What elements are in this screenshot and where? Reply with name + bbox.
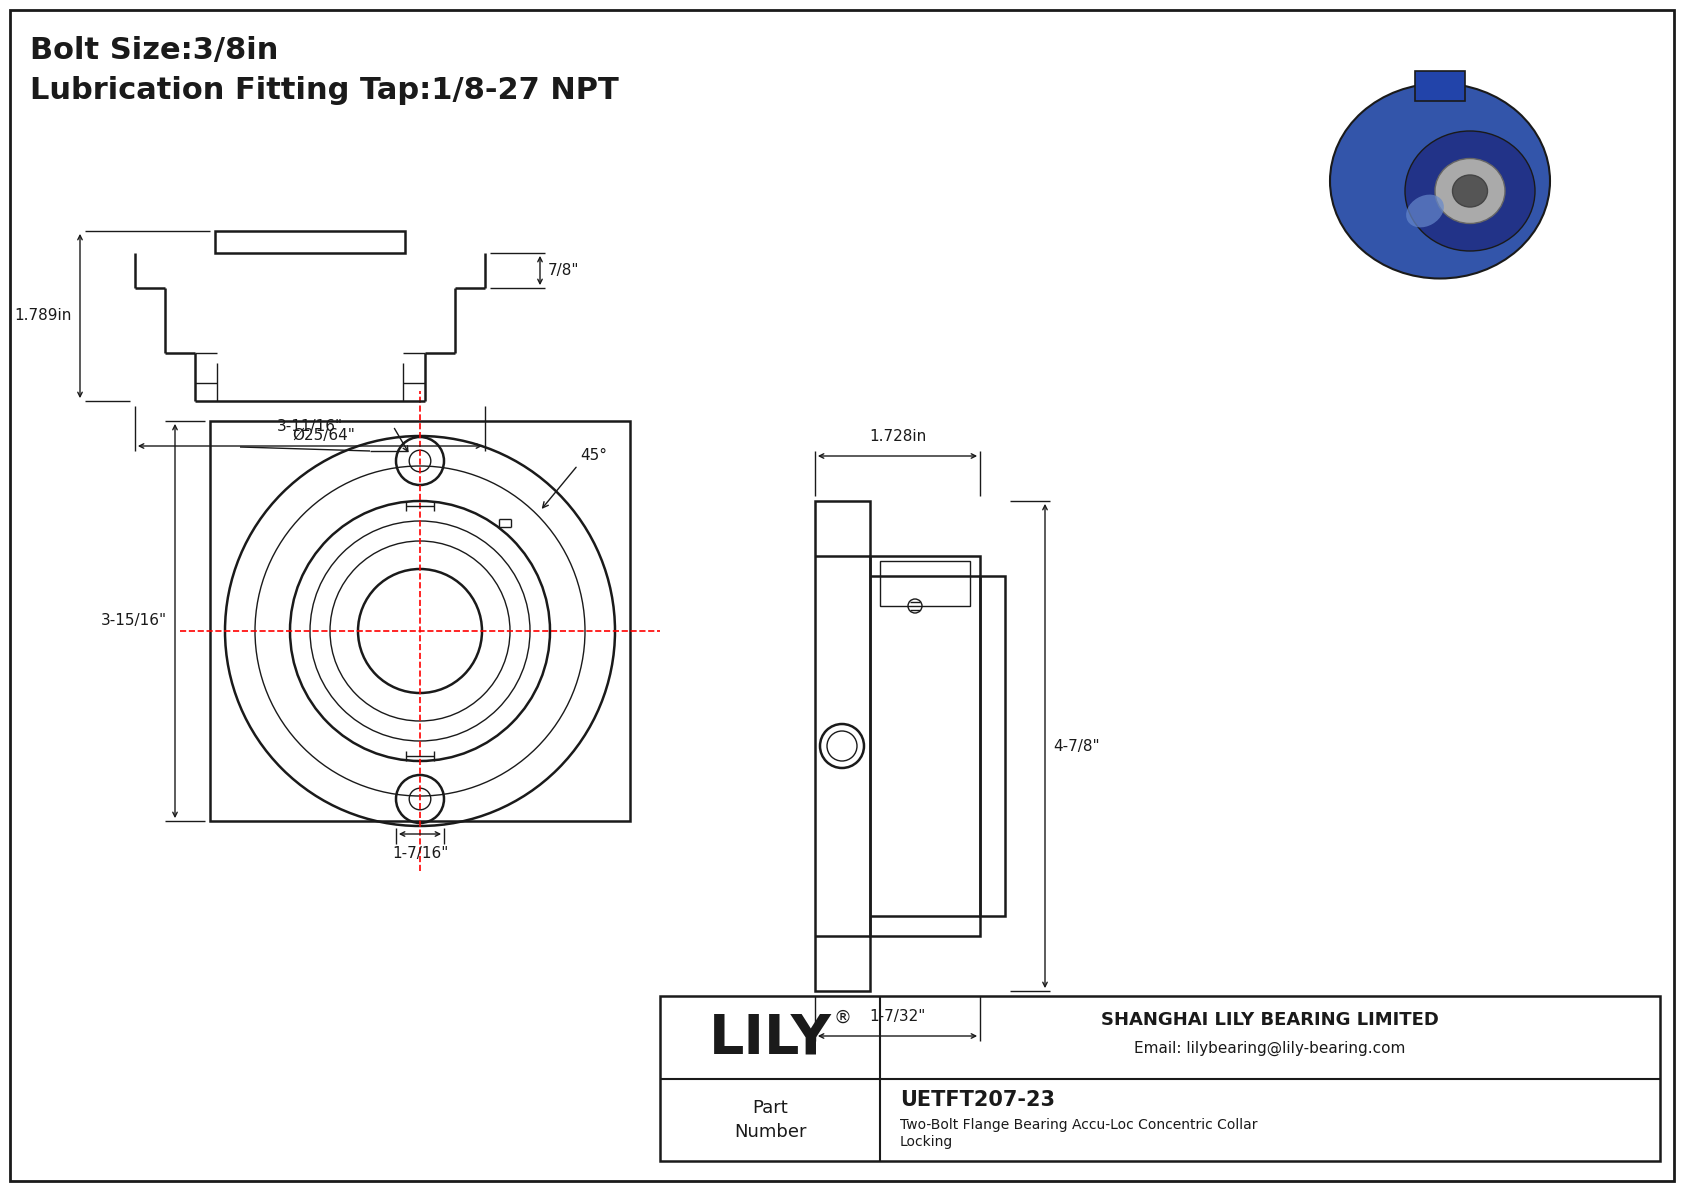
- Text: 1-7/16": 1-7/16": [392, 846, 448, 861]
- Text: Part
Number: Part Number: [734, 1099, 807, 1141]
- Bar: [1415, 71, 1465, 101]
- Text: 3-11/16": 3-11/16": [276, 419, 344, 434]
- Text: ®: ®: [834, 1009, 852, 1027]
- Text: 45°: 45°: [579, 448, 606, 463]
- Text: Email: lilybearing@lily-bearing.com: Email: lilybearing@lily-bearing.com: [1135, 1041, 1406, 1055]
- Ellipse shape: [1330, 83, 1549, 279]
- Text: LILY: LILY: [709, 1011, 832, 1065]
- Text: 4-7/8": 4-7/8": [1052, 738, 1100, 754]
- Bar: [216, 231, 404, 252]
- Ellipse shape: [1404, 131, 1536, 251]
- Bar: [815, 501, 871, 991]
- Bar: [660, 996, 1660, 1161]
- Text: UETFT207-23: UETFT207-23: [899, 1090, 1054, 1110]
- Text: Bolt Size:3/8in: Bolt Size:3/8in: [30, 36, 278, 66]
- Bar: [881, 561, 970, 606]
- Text: SHANGHAI LILY BEARING LIMITED: SHANGHAI LILY BEARING LIMITED: [1101, 1011, 1438, 1029]
- Ellipse shape: [1406, 194, 1443, 227]
- Text: 1.789in: 1.789in: [15, 308, 72, 324]
- Text: Two-Bolt Flange Bearing Accu-Loc Concentric Collar: Two-Bolt Flange Bearing Accu-Loc Concent…: [899, 1118, 1258, 1131]
- Text: 1-7/32": 1-7/32": [869, 1009, 926, 1024]
- Text: 7/8": 7/8": [547, 263, 579, 278]
- Bar: [210, 420, 630, 821]
- Text: 3-15/16": 3-15/16": [101, 613, 167, 629]
- Text: 1.728in: 1.728in: [869, 429, 926, 444]
- Text: Locking: Locking: [899, 1135, 953, 1149]
- Text: Ø25/64": Ø25/64": [291, 428, 355, 443]
- Ellipse shape: [1453, 175, 1487, 207]
- Bar: [871, 556, 980, 936]
- Bar: [980, 576, 1005, 916]
- Text: Lubrication Fitting Tap:1/8-27 NPT: Lubrication Fitting Tap:1/8-27 NPT: [30, 76, 618, 105]
- Ellipse shape: [1435, 158, 1505, 224]
